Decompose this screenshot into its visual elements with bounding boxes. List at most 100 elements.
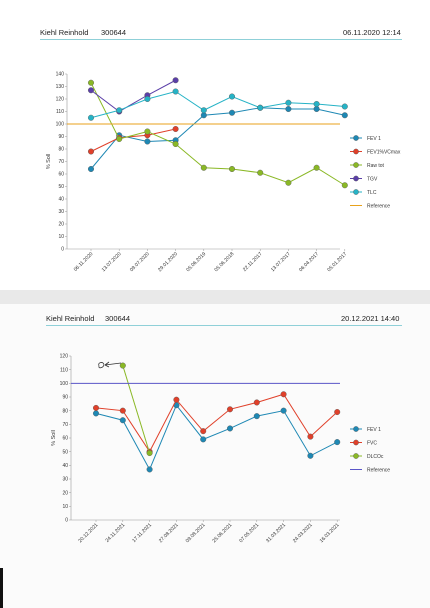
x-tick-label: 09.07.2020 — [129, 251, 151, 273]
report-page-1: Kiehl Reinhold 300644 06.11.2020 12:14 0… — [0, 0, 430, 290]
data-point — [116, 107, 123, 114]
patient-id-1: 300644 — [101, 28, 127, 37]
data-point — [285, 179, 292, 186]
data-point — [87, 165, 94, 172]
y-tick-label: 70 — [62, 422, 68, 428]
page-gap — [0, 290, 430, 304]
data-point — [200, 164, 207, 171]
report-page-2: Kiehl Reinhold 300644 20.12.2021 14:40 0… — [0, 304, 430, 608]
patient-name-2: Kiehl Reinhold — [46, 314, 95, 323]
legend-label: FEV 1 — [367, 427, 381, 433]
data-point — [285, 105, 292, 112]
x-tick-label: 06.11.2020 — [73, 251, 95, 273]
data-point — [172, 77, 179, 84]
legend-label: FEV1%VCmax — [367, 149, 401, 155]
data-point — [144, 128, 151, 135]
data-point — [172, 125, 179, 132]
data-point — [144, 95, 151, 102]
x-tick-label: 07.05.2021 — [238, 522, 260, 544]
series-line — [90, 90, 345, 119]
handwritten-arrow — [104, 362, 122, 366]
data-point — [313, 100, 320, 107]
x-tick-label: 05.01.2017 — [326, 251, 348, 273]
legend-swatch — [353, 439, 359, 446]
legend-label: Reference — [367, 467, 390, 473]
series-line — [95, 393, 338, 453]
data-point — [257, 169, 264, 176]
y-tick-label: 50 — [62, 449, 68, 455]
y-tick-label: 60 — [58, 172, 64, 178]
data-point — [307, 452, 314, 459]
data-point — [341, 103, 348, 110]
report-datetime-2: 20.12.2021 14:40 — [341, 314, 400, 323]
data-point — [228, 165, 235, 172]
x-tick-label: 13.07.2017 — [270, 251, 292, 273]
series-line — [122, 365, 151, 454]
legend-label: FEV 1 — [367, 136, 381, 142]
x-tick-label: 22.11.2017 — [242, 251, 264, 273]
data-point — [253, 399, 260, 406]
series-line — [90, 128, 176, 152]
x-tick-label: 09.08.2021 — [185, 522, 207, 544]
y-tick-label: 70 — [58, 159, 64, 165]
y-tick-label: 20 — [62, 490, 68, 496]
data-point — [144, 138, 151, 145]
data-point — [146, 450, 153, 457]
legend-swatch — [353, 148, 359, 155]
data-point — [200, 436, 207, 443]
data-point — [200, 107, 207, 114]
series-line — [90, 107, 345, 170]
y-tick-label: 120 — [60, 354, 69, 360]
legend-label: TLC — [367, 190, 377, 196]
data-point — [257, 104, 264, 111]
x-tick-label: 17.11.2021 — [131, 522, 153, 544]
data-point — [226, 406, 233, 413]
data-point — [253, 413, 260, 420]
y-tick-label: 0 — [65, 518, 68, 524]
x-tick-label: 06.04.2017 — [298, 251, 320, 273]
legend-swatch — [353, 162, 359, 168]
y-axis-label: % Soll — [46, 154, 52, 170]
data-point — [334, 409, 341, 416]
y-tick-label: 90 — [62, 395, 68, 401]
y-tick-label: 120 — [56, 97, 65, 103]
handwritten-arrowhead — [104, 361, 110, 368]
data-point — [228, 109, 235, 116]
legend-label: Raw tot — [367, 163, 385, 169]
x-tick-label: 24.03.2021 — [292, 522, 314, 544]
x-tick-label: 29.01.2020 — [157, 251, 179, 273]
y-tick-label: 100 — [60, 381, 69, 387]
data-point — [92, 410, 99, 417]
data-point — [87, 148, 94, 155]
y-axis-label: % Soll — [51, 430, 57, 446]
patient-name-1: Kiehl Reinhold — [40, 28, 89, 37]
data-point — [119, 362, 126, 369]
x-tick-label: 27.08.2021 — [158, 522, 180, 544]
data-point — [280, 407, 287, 414]
y-tick-label: 10 — [58, 234, 64, 240]
data-point — [119, 417, 126, 424]
data-point — [200, 428, 207, 435]
x-tick-label: 31.03.2021 — [265, 522, 287, 544]
y-tick-label: 90 — [58, 134, 64, 140]
x-tick-label: 16.03.2021 — [319, 522, 341, 544]
y-tick-label: 110 — [60, 367, 68, 373]
series-line — [90, 82, 346, 186]
data-point — [87, 87, 94, 94]
chart-1: 0 10 20 30 40 50 60 70 80 90 100 110 120 130 140 % Soll… — [46, 72, 401, 273]
y-tick-label: 20 — [58, 222, 64, 228]
legend-label: DLCOc — [367, 454, 384, 460]
x-tick-label: 20.12.2021 — [77, 522, 99, 544]
data-point — [334, 439, 341, 446]
y-tick-label: 40 — [58, 197, 64, 203]
header-rule-2 — [46, 325, 402, 326]
data-point — [226, 425, 233, 432]
legend-label: Reference — [367, 203, 390, 209]
data-point — [341, 182, 348, 189]
y-tick-label: 30 — [58, 209, 64, 215]
legend-swatch — [353, 426, 359, 432]
header-rule-1 — [40, 39, 402, 40]
y-tick-label: 130 — [56, 84, 65, 90]
data-point — [307, 433, 314, 440]
y-tick-label: 80 — [58, 147, 64, 153]
